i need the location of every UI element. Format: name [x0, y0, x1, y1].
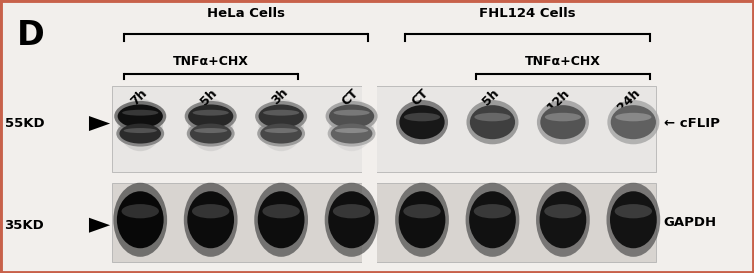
Ellipse shape [474, 204, 511, 218]
Ellipse shape [258, 191, 305, 248]
Text: FHL124 Cells: FHL124 Cells [480, 7, 576, 20]
Bar [362, 182, 377, 263]
Ellipse shape [115, 101, 166, 132]
Ellipse shape [536, 183, 590, 257]
Ellipse shape [187, 121, 234, 147]
Ellipse shape [329, 99, 374, 151]
Text: CT: CT [339, 86, 360, 108]
Ellipse shape [467, 100, 519, 144]
Text: 7h: 7h [127, 86, 149, 108]
Text: 5h: 5h [480, 86, 501, 108]
Ellipse shape [259, 105, 304, 128]
Bar [362, 85, 377, 173]
Ellipse shape [615, 113, 651, 121]
Ellipse shape [615, 204, 652, 218]
Ellipse shape [190, 124, 231, 144]
Text: GAPDH: GAPDH [664, 216, 716, 229]
Ellipse shape [124, 128, 157, 133]
Ellipse shape [396, 100, 448, 144]
Ellipse shape [121, 204, 159, 218]
Ellipse shape [333, 110, 369, 116]
Ellipse shape [185, 101, 237, 132]
Ellipse shape [470, 105, 515, 139]
Ellipse shape [254, 183, 308, 257]
Ellipse shape [255, 101, 307, 132]
Bar [112, 86, 656, 172]
Ellipse shape [119, 124, 161, 144]
Ellipse shape [399, 191, 446, 248]
Ellipse shape [544, 204, 581, 218]
Text: 24h: 24h [615, 86, 642, 114]
Ellipse shape [474, 113, 510, 121]
Ellipse shape [607, 100, 659, 144]
Ellipse shape [188, 105, 233, 128]
Ellipse shape [188, 99, 233, 151]
Ellipse shape [187, 191, 234, 248]
Text: TNFα+CHX: TNFα+CHX [173, 55, 249, 68]
Ellipse shape [541, 105, 586, 139]
Ellipse shape [469, 191, 516, 248]
Ellipse shape [122, 110, 158, 116]
Ellipse shape [113, 183, 167, 257]
Ellipse shape [257, 121, 305, 147]
Ellipse shape [335, 128, 368, 133]
Ellipse shape [400, 105, 445, 139]
Ellipse shape [259, 99, 304, 151]
Ellipse shape [260, 124, 302, 144]
Ellipse shape [192, 204, 229, 218]
Ellipse shape [328, 121, 375, 147]
Text: D: D [17, 19, 44, 52]
Ellipse shape [537, 100, 589, 144]
Polygon shape [89, 116, 110, 131]
Ellipse shape [118, 99, 163, 151]
Text: HeLa Cells: HeLa Cells [207, 7, 285, 20]
Ellipse shape [331, 124, 372, 144]
Ellipse shape [395, 183, 449, 257]
Polygon shape [89, 218, 110, 233]
Ellipse shape [262, 204, 300, 218]
Ellipse shape [117, 191, 164, 248]
Ellipse shape [192, 110, 228, 116]
Ellipse shape [194, 128, 228, 133]
Text: TNFα+CHX: TNFα+CHX [525, 55, 601, 68]
Ellipse shape [184, 183, 238, 257]
Ellipse shape [265, 128, 298, 133]
Text: 55KD: 55KD [5, 117, 44, 130]
Ellipse shape [333, 204, 370, 218]
Text: 35KD: 35KD [5, 219, 44, 232]
Text: CT: CT [409, 86, 431, 108]
Ellipse shape [403, 204, 441, 218]
Ellipse shape [465, 183, 520, 257]
Ellipse shape [116, 121, 164, 147]
Bar [112, 183, 656, 262]
Ellipse shape [540, 191, 587, 248]
Ellipse shape [610, 191, 657, 248]
Ellipse shape [326, 101, 378, 132]
Text: ← cFLIP: ← cFLIP [664, 117, 719, 130]
Text: 12h: 12h [544, 86, 572, 114]
Ellipse shape [404, 113, 440, 121]
Ellipse shape [606, 183, 661, 257]
Ellipse shape [325, 183, 379, 257]
Text: 3h: 3h [268, 86, 290, 108]
Ellipse shape [328, 191, 375, 248]
Ellipse shape [611, 105, 656, 139]
Text: 5h: 5h [198, 86, 220, 108]
Ellipse shape [118, 105, 163, 128]
Ellipse shape [329, 105, 374, 128]
Ellipse shape [545, 113, 581, 121]
Ellipse shape [263, 110, 299, 116]
